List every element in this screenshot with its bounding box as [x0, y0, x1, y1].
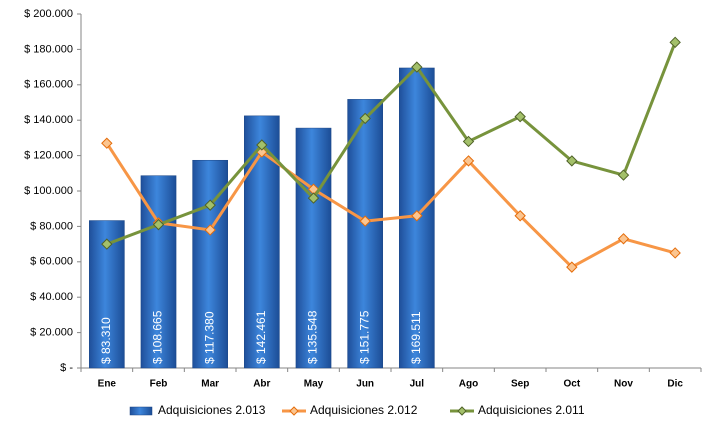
- marker: [359, 215, 371, 227]
- y-tick-label: $ 180.000: [24, 43, 73, 55]
- y-tick-label: $ 200.000: [24, 8, 73, 20]
- bar: [295, 127, 332, 369]
- x-tick-label: Feb: [150, 379, 168, 390]
- marker: [101, 137, 113, 149]
- value-label: $ 151.775: [357, 310, 371, 364]
- marker: [617, 169, 630, 181]
- x-tick-label: Jul: [410, 379, 425, 390]
- y-tick-label: $ 40.000: [30, 291, 73, 303]
- legend-marker: [289, 406, 299, 416]
- bar: [347, 99, 383, 369]
- value-label: $ 108.665: [151, 310, 165, 364]
- legend-label: Adquisiciones 2.011: [478, 403, 585, 417]
- marker: [514, 210, 526, 222]
- y-tick-label: $ 80.000: [30, 220, 73, 232]
- y-tick-label: $ 100.000: [24, 185, 73, 197]
- x-tick-label: Oct: [563, 379, 580, 390]
- y-tick-label: $ 60.000: [30, 256, 73, 268]
- x-tick-label: Dic: [667, 379, 683, 390]
- marker: [617, 233, 630, 245]
- line: [106, 41, 677, 246]
- marker: [462, 135, 475, 148]
- legend-swatch: [129, 406, 153, 416]
- value-label: $ 117.380: [202, 311, 216, 364]
- marker: [204, 199, 216, 211]
- marker: [411, 61, 423, 73]
- y-tick-label: $ -: [60, 362, 73, 374]
- marker: [256, 139, 268, 151]
- y-tick-label: $ 120.000: [24, 150, 73, 162]
- marker: [152, 218, 165, 231]
- legend-label: Adquisiciones 2.012: [310, 403, 418, 417]
- marker: [514, 110, 526, 123]
- legend-label: Adquisiciones 2.013: [158, 403, 266, 417]
- marker: [411, 210, 423, 222]
- value-label: $ 135.548: [306, 310, 320, 364]
- x-tick-label: Mar: [201, 379, 219, 390]
- x-tick-label: Jun: [356, 379, 374, 390]
- legend-marker: [457, 406, 467, 416]
- x-tick-label: May: [304, 379, 324, 390]
- marker: [204, 224, 216, 236]
- marker: [307, 192, 320, 204]
- value-label: $ 142.461: [254, 310, 268, 364]
- x-tick-label: Nov: [614, 379, 633, 390]
- marker: [462, 155, 475, 167]
- value-label: $ 83.310: [99, 317, 113, 364]
- bar: [140, 175, 177, 369]
- x-tick-label: Ago: [459, 379, 478, 390]
- y-tick-label: $ 20.000: [30, 327, 73, 339]
- marker: [101, 238, 113, 250]
- x-tick-label: Sep: [511, 379, 529, 390]
- marker: [669, 247, 681, 259]
- y-tick-label: $ 160.000: [24, 79, 73, 91]
- marker: [359, 112, 371, 125]
- y-tick-label: $ 140.000: [24, 114, 73, 126]
- value-label: $ 169.511: [409, 311, 423, 364]
- marker: [669, 36, 681, 49]
- line: [105, 142, 676, 269]
- x-tick-label: Abr: [253, 379, 270, 390]
- marker: [566, 155, 578, 167]
- bar: [192, 159, 228, 369]
- x-tick-label: Ene: [98, 379, 117, 390]
- marker: [566, 261, 578, 273]
